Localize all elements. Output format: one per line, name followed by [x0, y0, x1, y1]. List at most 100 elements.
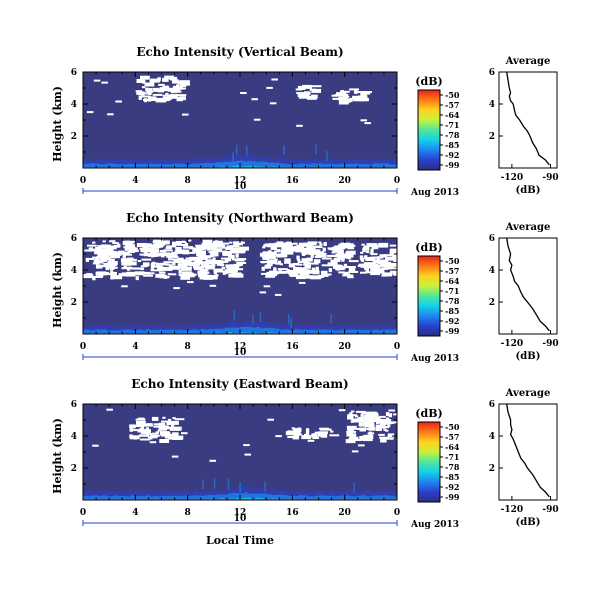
average-xlabel: (dB) — [516, 517, 541, 528]
echo-layer-cell — [247, 160, 253, 168]
data-gap-pixel — [215, 242, 223, 245]
data-gap-pixel — [92, 444, 99, 447]
colorbar-unit: (dB) — [415, 75, 442, 88]
echo-layer-cell — [236, 493, 241, 500]
echo-streak — [227, 479, 230, 489]
data-gap-pixel — [205, 264, 213, 269]
data-gap-pixel — [369, 414, 377, 419]
data-gap-pixel — [368, 263, 379, 266]
echo-layer-cell — [369, 159, 374, 168]
data-gap-pixel — [140, 75, 150, 80]
echo-layer-cell — [314, 330, 319, 334]
echo-layer-cell — [141, 330, 147, 334]
data-gap-pixel — [162, 85, 169, 88]
echo-layer-cell — [369, 330, 374, 334]
echo-layer-cell — [196, 325, 202, 334]
echo-layer-cell — [247, 326, 253, 334]
data-gap-pixel — [150, 267, 155, 270]
echo-layer-cell — [232, 166, 237, 168]
echo-layer-cell — [306, 492, 311, 500]
data-gap-pixel — [222, 250, 232, 255]
data-gap-pixel — [238, 272, 242, 277]
data-gap-pixel — [311, 88, 322, 93]
echo-layer-cell — [310, 329, 315, 334]
data-gap-pixel — [263, 285, 271, 288]
data-gap-pixel — [393, 413, 400, 416]
data-gap-pixel — [174, 427, 178, 430]
echo-layer-cell — [251, 327, 257, 334]
data-gap-pixel — [322, 247, 326, 252]
echo-layer-cell — [169, 329, 174, 334]
echo-layer-cell — [279, 324, 284, 334]
data-gap-pixel — [342, 95, 350, 98]
data-gap-pixel — [329, 434, 340, 437]
echo-layer-cell — [118, 496, 123, 500]
data-gap-pixel — [145, 433, 153, 436]
data-gap-pixel — [142, 79, 146, 84]
data-gap-pixel — [152, 432, 159, 435]
data-gap-pixel — [172, 241, 182, 246]
echo-layer-cell — [247, 493, 253, 500]
data-gap-pixel — [383, 428, 387, 431]
echo-layer-cell — [134, 330, 139, 334]
data-gap-pixel — [328, 248, 339, 251]
data-gap-pixel — [345, 439, 356, 444]
echo-layer-cell — [204, 329, 209, 334]
data-gap-pixel — [152, 93, 163, 96]
echo-layer-cell — [153, 496, 158, 500]
echo-layer-cell — [377, 330, 382, 334]
x-tick-label: 20 — [338, 342, 351, 352]
data-gap-pixel — [168, 264, 173, 269]
echo-layer-cell — [302, 490, 308, 500]
avg-y-tick-label: 4 — [489, 432, 495, 442]
data-gap-pixel — [338, 271, 345, 274]
average-xlabel: (dB) — [516, 185, 541, 196]
avg-x-tick-label: -90 — [542, 505, 558, 515]
data-gap-pixel — [379, 415, 386, 418]
data-gap-pixel — [269, 102, 277, 105]
data-gap-pixel — [115, 100, 122, 103]
data-gap-pixel — [179, 96, 186, 101]
heatmap-background — [83, 72, 397, 168]
data-gap-pixel — [159, 439, 170, 443]
data-gap-pixel — [230, 247, 234, 252]
data-gap-pixel — [323, 272, 327, 277]
echo-layer-cell — [353, 496, 359, 500]
echo-layer-cell — [294, 491, 300, 500]
data-gap-pixel — [136, 91, 144, 94]
data-gap-pixel — [197, 270, 208, 275]
data-gap-pixel — [284, 244, 288, 247]
echo-layer-cell — [134, 495, 139, 500]
data-gap-pixel — [371, 245, 379, 250]
echo-layer-cell — [200, 329, 206, 334]
echo-layer-cell — [330, 164, 335, 168]
echo-layer-cell — [365, 496, 370, 500]
data-gap-pixel — [304, 264, 311, 269]
echo-layer-cell — [212, 157, 217, 168]
data-gap-pixel — [121, 267, 132, 270]
data-gap-pixel — [274, 293, 282, 296]
average-frame — [498, 71, 558, 169]
echo-layer-cell — [255, 497, 260, 500]
data-gap-pixel — [388, 413, 393, 418]
data-gap-pixel — [97, 251, 107, 254]
data-gap-pixel — [319, 428, 330, 431]
colorbar-tick-label: -78 — [445, 462, 460, 472]
data-gap-pixel — [296, 124, 303, 127]
echo-layer-cell — [165, 164, 170, 168]
echo-layer-cell — [389, 329, 394, 334]
echo-layer-cell — [353, 325, 359, 334]
data-gap-pixel — [302, 254, 306, 256]
data-gap-pixel — [176, 94, 187, 97]
data-gap-pixel — [271, 245, 275, 250]
echo-layer-cell — [263, 493, 268, 500]
data-gap-pixel — [101, 244, 111, 247]
x-tick-label: 16 — [286, 342, 299, 352]
data-gap-pixel — [173, 435, 184, 440]
data-gap-pixel — [380, 255, 387, 258]
data-gap-pixel — [136, 420, 146, 425]
echo-layer-cell — [389, 325, 394, 334]
echo-layer-cell — [255, 326, 260, 334]
average-profile-line — [506, 403, 550, 498]
echo-layer-cell — [98, 329, 103, 334]
